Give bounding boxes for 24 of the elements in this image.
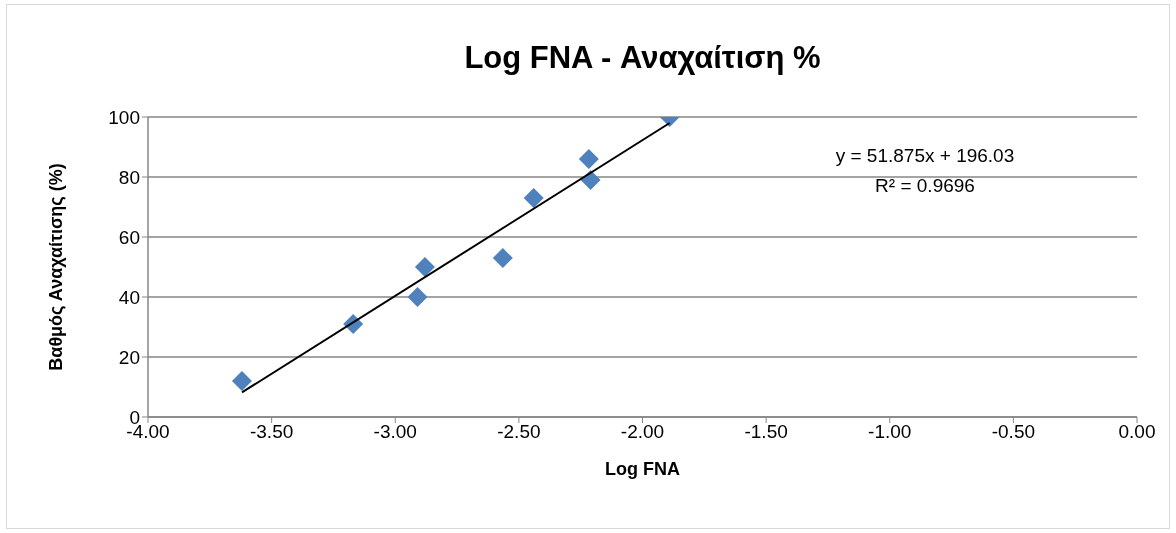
x-tick-label: -2.50 (497, 421, 541, 443)
y-axis-title: Βαθμός Αναχαίτισης (%) (46, 163, 67, 371)
y-tick-label: 100 (108, 106, 140, 128)
chart-title: Log FNA - Αναχαίτιση % (463, 40, 822, 76)
point (414, 257, 435, 277)
y-tick-label: 80 (118, 166, 140, 188)
y-tick-label: 60 (118, 226, 140, 248)
point (492, 248, 513, 268)
y-tick-label: 40 (118, 286, 140, 308)
x-tick-label: -1.00 (868, 421, 912, 443)
x-tick-label: -0.50 (991, 421, 1036, 443)
point (523, 188, 544, 208)
annotation: R² = 0.9696 (874, 175, 976, 197)
point (231, 371, 252, 391)
x-tick-label: -3.50 (249, 421, 294, 443)
x-axis-title: Log FNA (605, 459, 680, 479)
y-tick-label: 20 (118, 346, 140, 368)
annotation: y = 51.875x + 196.03 (834, 145, 1016, 167)
x-tick-label: -2.00 (620, 421, 665, 443)
point (578, 149, 599, 169)
x-tick-label: -1.50 (744, 421, 788, 443)
point (407, 287, 428, 307)
x-tick-label: 0.00 (1118, 421, 1156, 443)
x-tick-label: -3.00 (373, 421, 417, 443)
